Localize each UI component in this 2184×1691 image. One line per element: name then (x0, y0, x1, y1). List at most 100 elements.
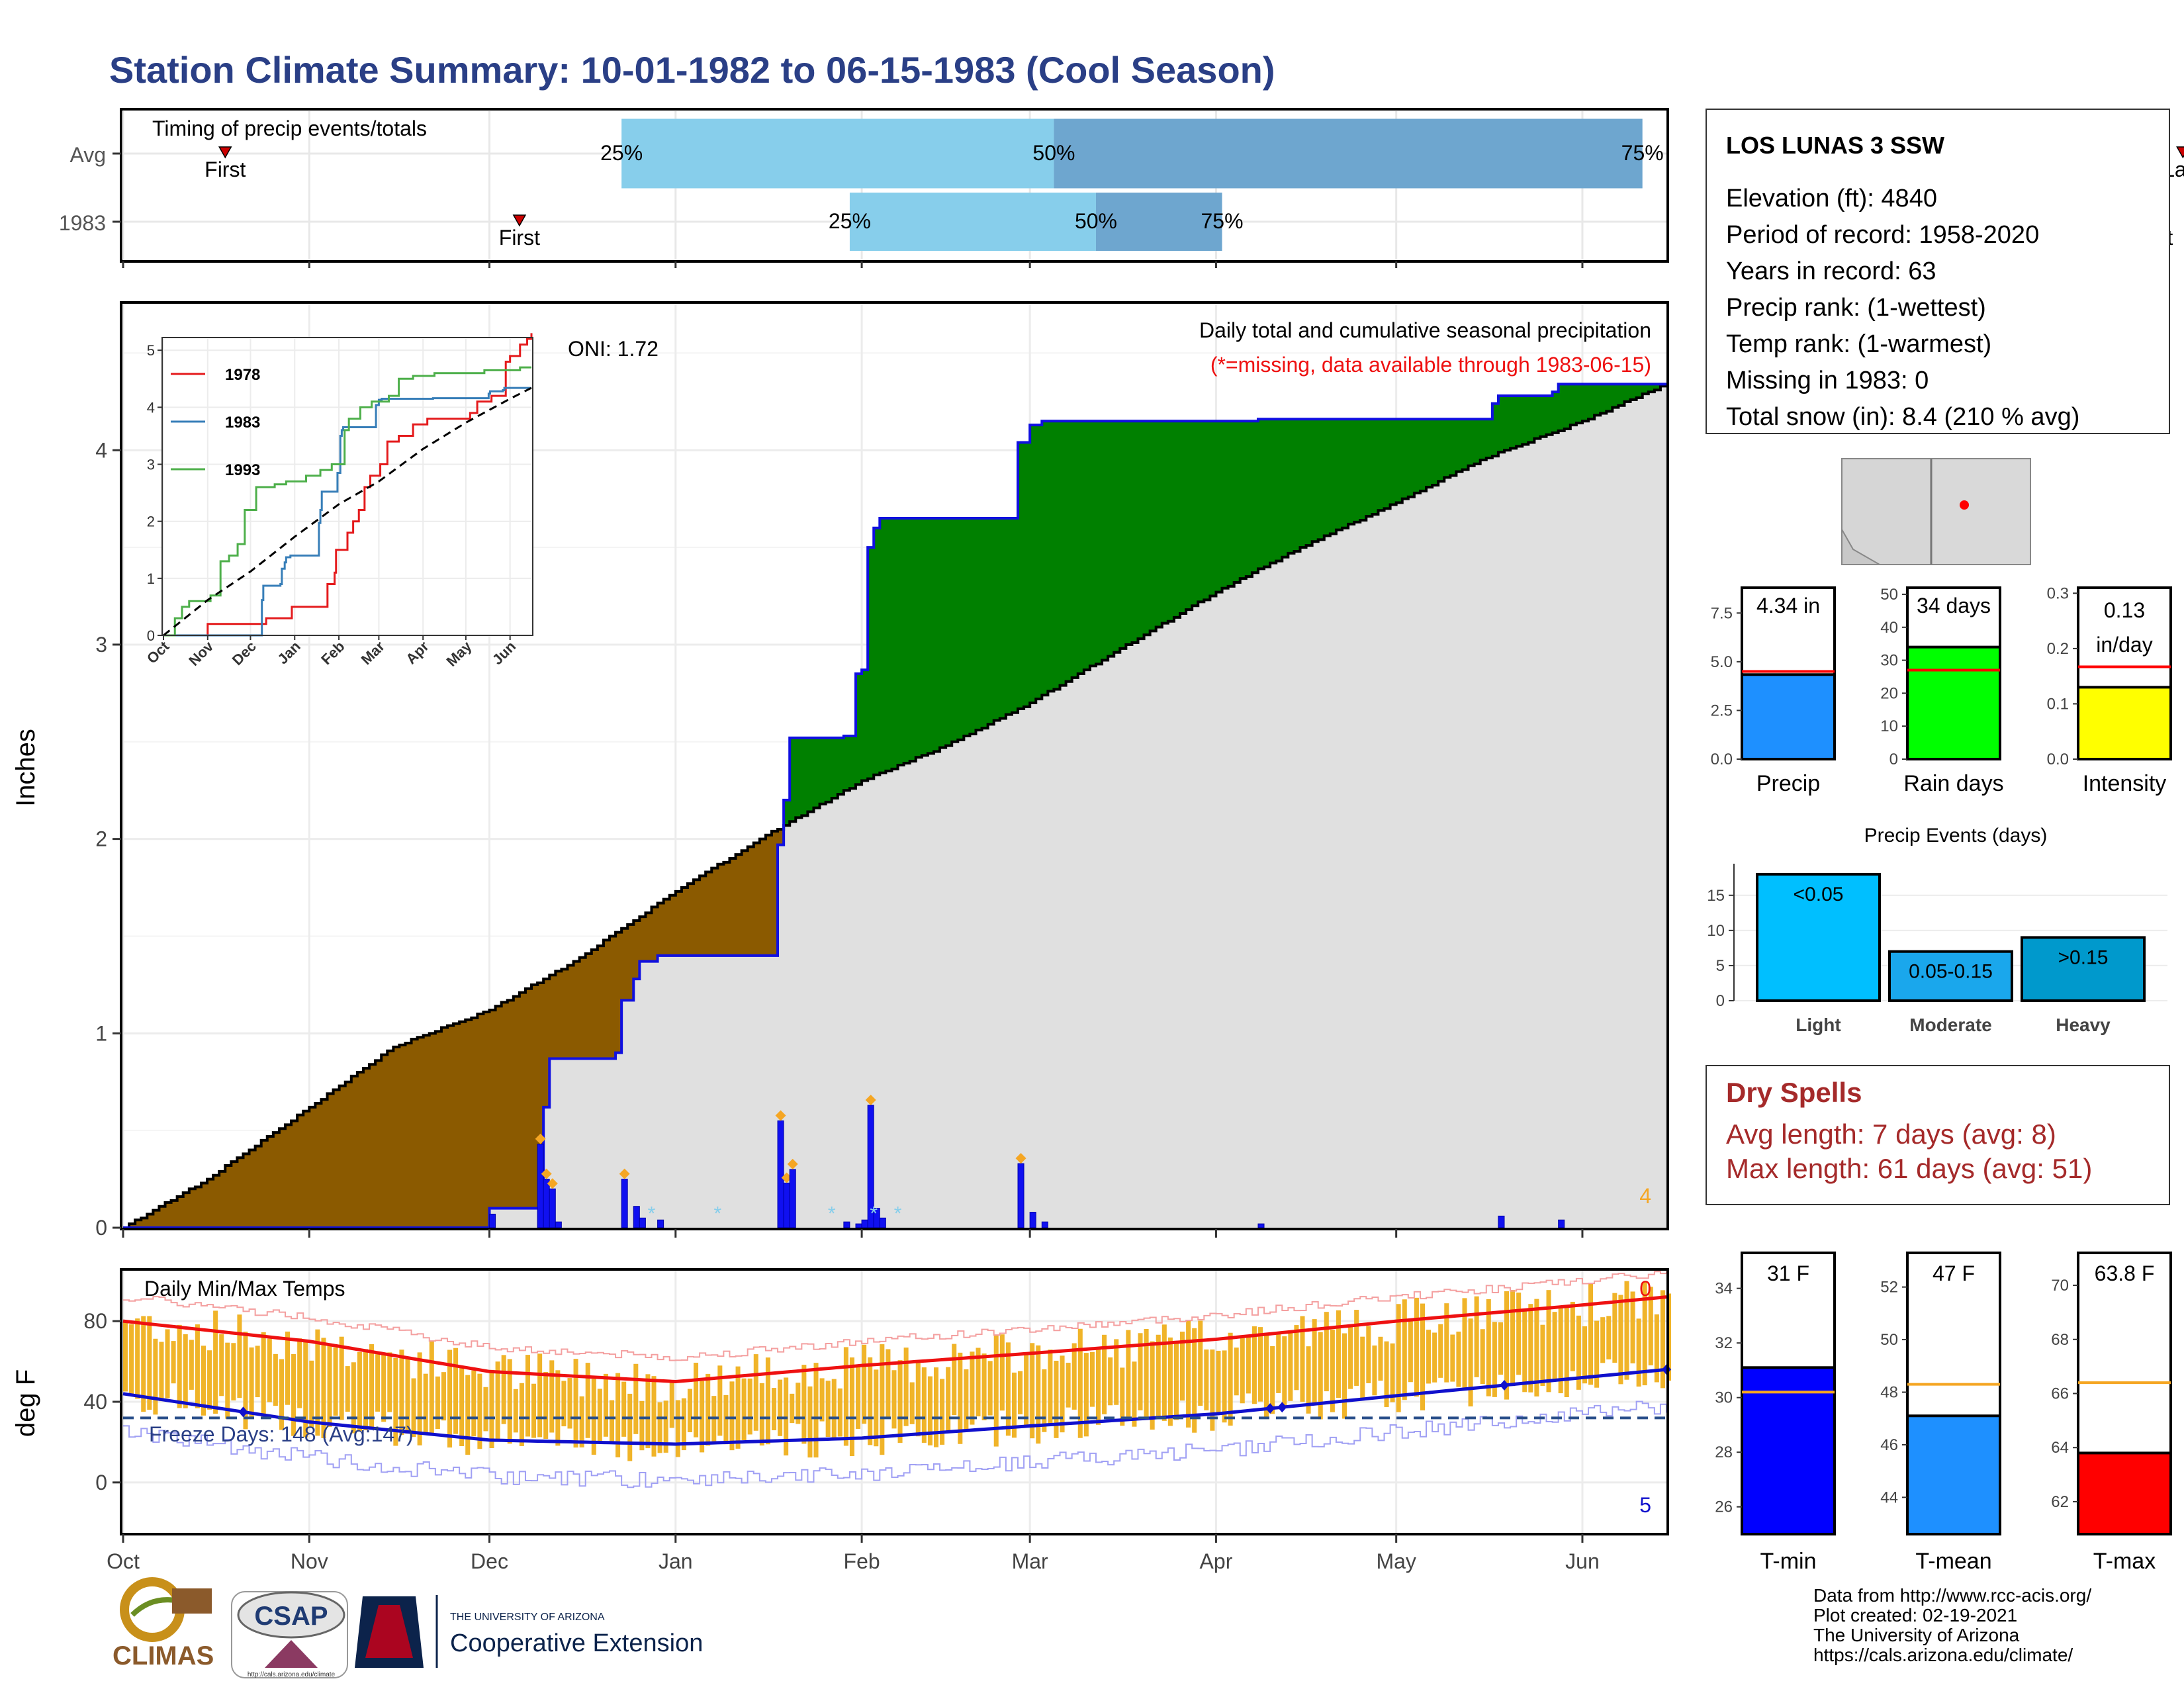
snow-marker: * (828, 1203, 836, 1224)
events-bar-label: Heavy (2056, 1015, 2111, 1035)
daily-temp-bar (417, 1352, 422, 1445)
daily-temp-bar (543, 1371, 549, 1439)
daily-temp-bar (1186, 1320, 1191, 1428)
daily-temp-bar (225, 1342, 230, 1419)
daily-temp-bar (657, 1402, 662, 1453)
daily-temp-bar (1384, 1341, 1389, 1407)
gauge-tick-label: 10 (1880, 717, 1898, 735)
big-event-marker (865, 1094, 876, 1105)
daily-temp-bar (273, 1353, 278, 1406)
gauge-tick-label: 0.3 (2047, 584, 2069, 602)
csap-logo-text: CSAP (254, 1602, 328, 1631)
daily-temp-bar (375, 1354, 381, 1412)
gauge-tick-label: 0.2 (2047, 640, 2069, 658)
snow-marker: * (894, 1203, 902, 1224)
big-event-marker (619, 1168, 630, 1179)
big-event-marker (547, 1178, 558, 1189)
daily-temp-bar (135, 1318, 140, 1399)
daily-temp-bar (531, 1383, 537, 1438)
daily-temp-bar (825, 1381, 831, 1438)
timing-row-label-year: 1983 (59, 211, 106, 235)
station-total-snow: Total snow (in): 8.4 (210 % avg) (1726, 403, 2079, 431)
daily-temp-bar (1083, 1353, 1089, 1437)
daily-temp-bar (1456, 1331, 1461, 1387)
daily-temp-bar (1294, 1325, 1299, 1391)
climas-logo: CLIMAS (113, 1577, 214, 1670)
daily-temp-bar (1210, 1349, 1215, 1431)
temp-gauge-tick-label: 30 (1715, 1389, 1733, 1407)
daily-temp-bar (1257, 1327, 1263, 1402)
daily-temp-bar (1444, 1303, 1449, 1383)
gauge-fill-outline (2077, 686, 2172, 760)
daily-precip-bar (879, 1217, 886, 1228)
timing-first-marker (512, 214, 527, 227)
daily-temp-bar (1402, 1299, 1407, 1400)
daily-precip-bar (633, 1206, 640, 1228)
daily-temp-bar (717, 1365, 723, 1436)
daily-temp-bar (976, 1348, 981, 1417)
daily-temp-bar (1030, 1343, 1035, 1439)
big-event-marker (1015, 1153, 1026, 1164)
timing-row-label-avg: Avg (69, 143, 106, 167)
gauge-tick-label: 0.0 (1711, 751, 1733, 768)
daily-precip-bar (789, 1169, 796, 1228)
daily-temp-bar (1011, 1372, 1017, 1438)
daily-temp-bar (183, 1334, 188, 1408)
gauge-fill-Intensity (2079, 687, 2169, 758)
precip-surplus-area (123, 384, 1666, 1228)
daily-temp-bar (1624, 1281, 1629, 1380)
daily-temp-bar (627, 1393, 633, 1461)
inset-legend-label: 1993 (225, 461, 260, 479)
daily-temp-bar (1300, 1316, 1305, 1402)
daily-temp-bar (958, 1352, 963, 1444)
daily-temp-bar (489, 1369, 494, 1448)
dry-spells-frame (1706, 1065, 2170, 1205)
footer-data-source: Data from http://www.rcc-acis.org/ (1813, 1585, 2091, 1606)
daily-temp-bar (465, 1375, 471, 1455)
daily-temp-bar (1576, 1315, 1581, 1390)
temp-gauge-fill-T-min (1743, 1367, 1833, 1533)
daily-precip-bar (777, 1120, 784, 1228)
record-low-marker (1265, 1403, 1275, 1414)
daily-temp-bar (1600, 1317, 1606, 1363)
daily-temp-bar (675, 1400, 680, 1457)
station-frame (1706, 109, 2170, 434)
daily-temp-bar (1251, 1326, 1257, 1404)
dry-spells-avg: Avg length: 7 days (avg: 8) (1726, 1119, 2056, 1150)
daily-temp-bar (796, 1383, 801, 1424)
daily-temp-bar (399, 1349, 404, 1436)
gauge-tick-label: 20 (1880, 684, 1898, 702)
temp-y-tick-label: 80 (83, 1309, 107, 1333)
daily-temp-bar (1540, 1324, 1545, 1387)
month-label: Mar (1012, 1549, 1048, 1573)
daily-temp-bar (1042, 1369, 1047, 1432)
timing-q75-label: 75% (1621, 141, 1664, 165)
daily-temp-bar (123, 1321, 128, 1392)
daily-temp-bar (1018, 1371, 1023, 1414)
csap-logo-url: http://cals.arizona.edu/climate (248, 1671, 336, 1678)
daily-temp-bar (1564, 1307, 1569, 1398)
daily-temp-bar (1366, 1326, 1371, 1383)
daily-temp-bar (681, 1398, 686, 1451)
daily-temp-bar (333, 1347, 338, 1416)
gauge-tick-label: 0.1 (2047, 695, 2069, 713)
station-missing: Missing in 1983: 0 (1726, 367, 1929, 394)
university-of-arizona-logo: THE UNIVERSITY OF ARIZONA Cooperative Ex… (355, 1595, 703, 1668)
daily-temp-bar (207, 1350, 212, 1410)
daily-temp-bar (999, 1334, 1005, 1411)
gauge-tick-label: 50 (1880, 586, 1898, 604)
daily-temp-bar (1270, 1346, 1275, 1414)
inset-y-tick-label: 2 (147, 514, 155, 530)
daily-temp-bar (741, 1378, 747, 1441)
inset-y-tick-label: 1 (147, 571, 155, 587)
daily-temp-bar (477, 1373, 482, 1449)
daily-temp-bar (1396, 1304, 1401, 1412)
inset-line-1978 (163, 333, 533, 637)
daily-precip-bar (489, 1213, 496, 1228)
events-bar-value-text: <0.05 (1794, 884, 1844, 905)
events-bar-Heavy (2021, 936, 2146, 1003)
daily-temp-bar (1089, 1351, 1095, 1407)
timing-bar-q25-q50 (621, 118, 1054, 189)
